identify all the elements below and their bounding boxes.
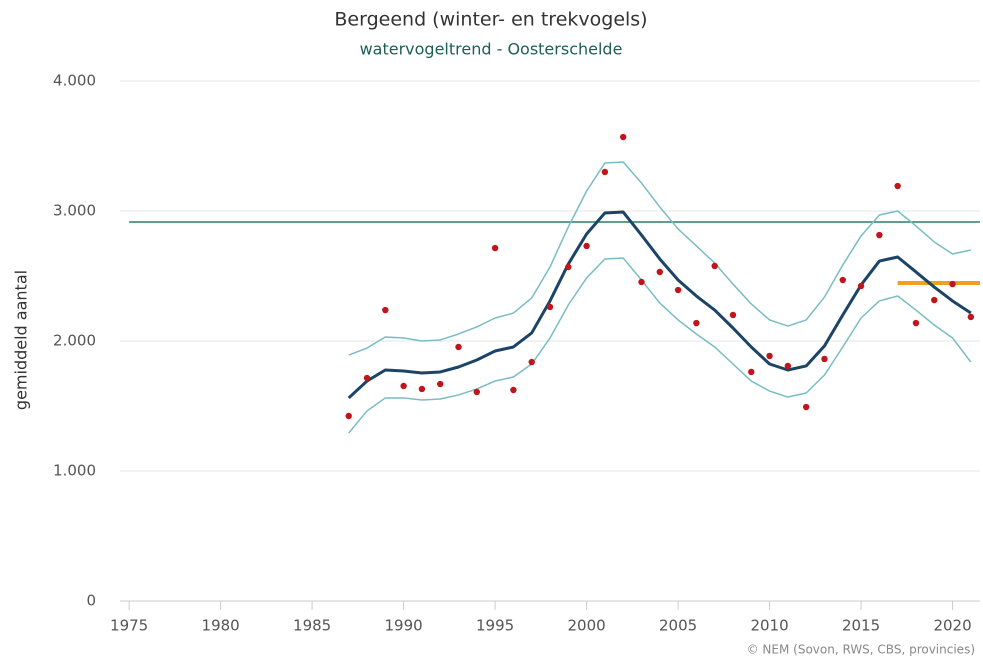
- data-point: [693, 319, 700, 327]
- data-point: [510, 386, 517, 394]
- data-point: [400, 382, 407, 390]
- data-point: [748, 368, 755, 376]
- y-tick-label: 3.000: [53, 202, 96, 220]
- data-point: [967, 313, 975, 321]
- data-point: [857, 282, 865, 290]
- y-tick-label: 2.000: [53, 332, 96, 350]
- y-axis-label: gemiddeld aantal: [12, 270, 31, 410]
- x-tick-label: 1980: [202, 617, 240, 635]
- data-point: [473, 388, 481, 396]
- data-point: [363, 374, 371, 382]
- data-point: [729, 311, 737, 319]
- data-point: [839, 276, 846, 284]
- x-tick-label: 2010: [750, 617, 788, 635]
- x-tick-label: 2000: [568, 617, 606, 635]
- x-tick-label: 2015: [842, 617, 880, 635]
- y-tick-label: 1.000: [53, 462, 96, 480]
- credit: © NEM (Sovon, RWS, CBS, provincies): [747, 643, 975, 657]
- data-point: [674, 286, 682, 294]
- x-tick-label: 1990: [385, 617, 423, 635]
- data-point: [802, 403, 810, 411]
- x-tick-label: 2020: [933, 617, 971, 635]
- data-point: [418, 385, 426, 393]
- data-point: [491, 244, 499, 252]
- data-point: [345, 412, 352, 420]
- data-point: [455, 343, 462, 351]
- data-point: [931, 296, 938, 304]
- data-point: [784, 362, 792, 370]
- x-tick-label: 1985: [293, 617, 331, 635]
- x-tick-label: 1975: [110, 617, 148, 635]
- data-point: [821, 355, 828, 363]
- data-point: [894, 182, 901, 190]
- data-point: [656, 268, 663, 276]
- y-tick-label: 4.000: [53, 72, 96, 90]
- data-point: [382, 306, 389, 314]
- data-point: [912, 319, 920, 327]
- trend-line: [348, 161, 972, 356]
- trend-line: [347, 210, 972, 400]
- data-point: [546, 303, 554, 311]
- data-point: [949, 280, 956, 288]
- data-point: [565, 263, 572, 271]
- data-point: [619, 133, 627, 141]
- chart-title: Bergeend (winter- en trekvogels): [334, 9, 647, 31]
- data-point: [638, 278, 645, 286]
- data-point: [876, 231, 883, 239]
- chart-subtitle: watervogeltrend - Oosterschelde: [360, 40, 623, 59]
- data-point: [437, 380, 444, 388]
- trend-line: [348, 257, 972, 434]
- data-point: [601, 168, 609, 176]
- data-point: [766, 352, 773, 360]
- y-tick-label: 0: [86, 592, 96, 610]
- x-tick-label: 2005: [659, 617, 697, 635]
- data-point: [528, 358, 535, 366]
- x-tick-label: 1995: [476, 617, 514, 635]
- data-point: [711, 262, 718, 270]
- data-point: [583, 242, 590, 250]
